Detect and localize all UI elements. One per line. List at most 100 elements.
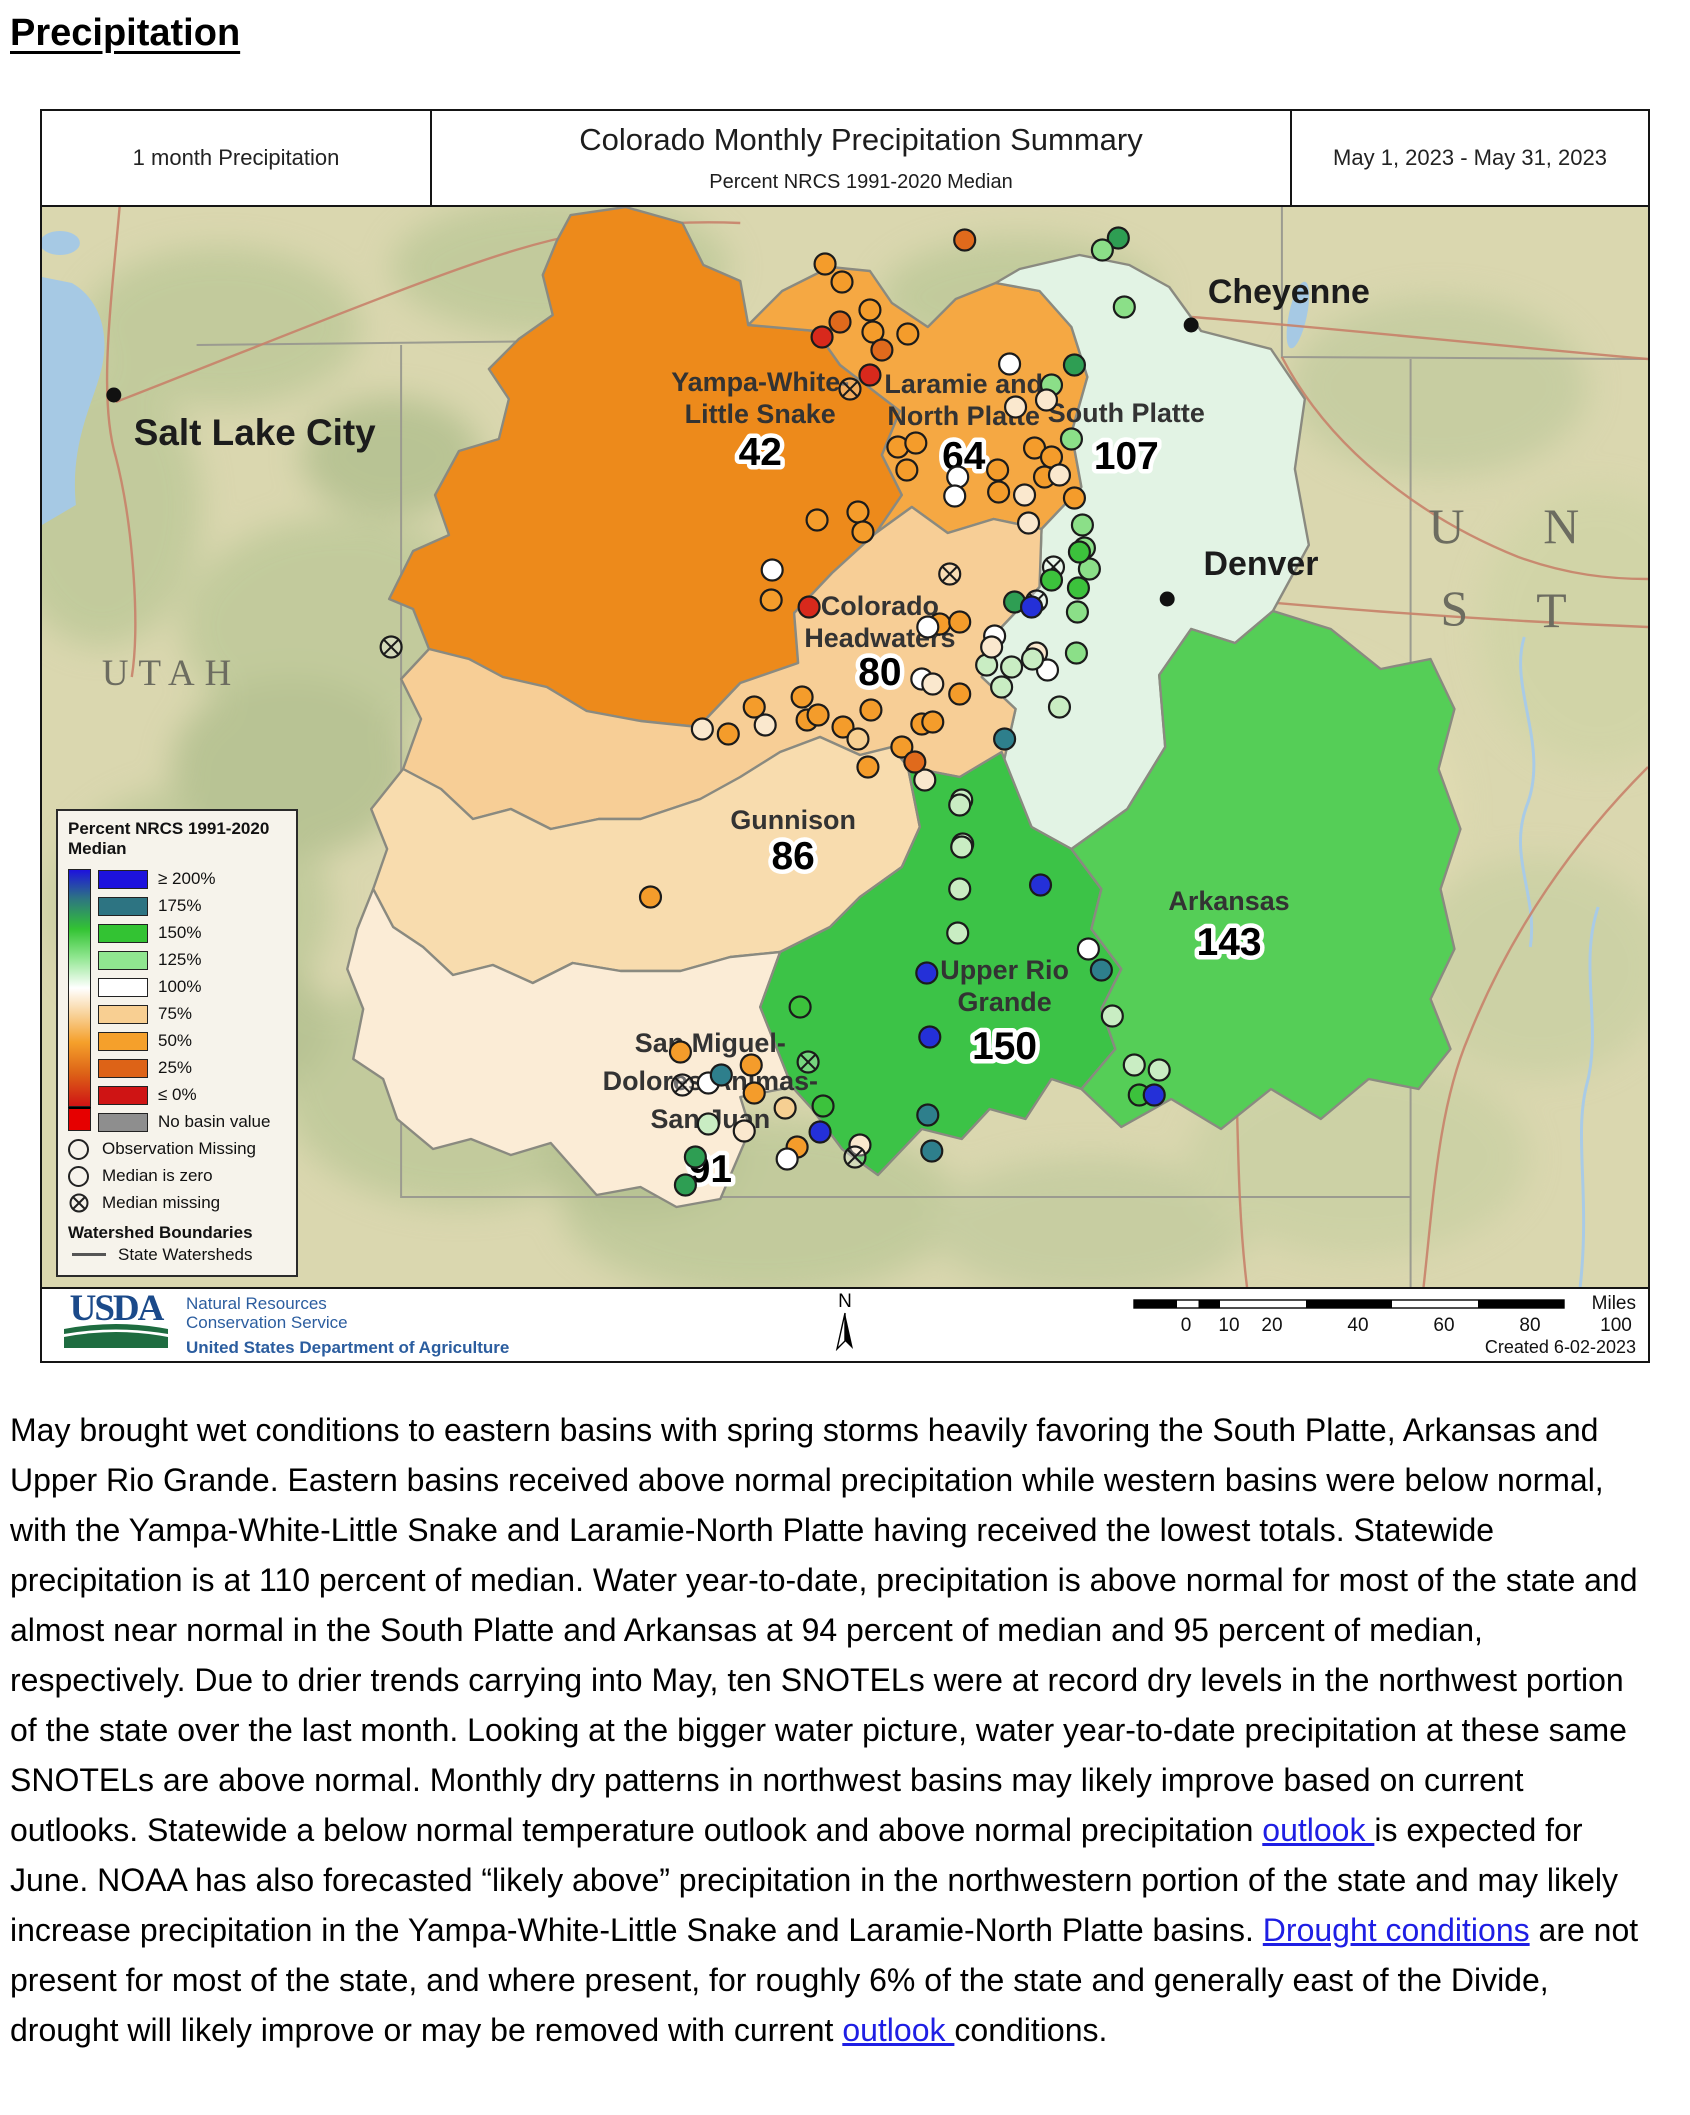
station-dot: [921, 710, 945, 734]
station-dot: [980, 635, 1004, 659]
outlook-link-2[interactable]: outlook: [842, 2012, 955, 2048]
station-dot: [805, 508, 829, 532]
station-dot: [742, 1081, 766, 1105]
station-dot: [918, 1025, 942, 1049]
station-median-missing: [796, 1050, 820, 1074]
station-dot: [1028, 873, 1053, 897]
station-median-missing: [843, 1145, 867, 1169]
legend-item-label: ≤ 0%: [158, 1085, 197, 1105]
station-dot: [916, 615, 940, 639]
station-dot: [668, 1040, 692, 1064]
station-dot: [915, 961, 939, 985]
map-legend: Percent NRCS 1991-2020 Median ≥ 200% 175%…: [56, 809, 298, 1277]
paragraph-text: conditions.: [954, 2012, 1108, 2048]
legend-symbol-label: Median missing: [102, 1193, 221, 1213]
station-dot: [696, 1112, 720, 1136]
scale-bar: [1132, 1298, 1565, 1309]
station-dot: [950, 835, 974, 859]
station-dot: [948, 610, 972, 634]
basin-label-upper-rio-grande: Grande: [957, 987, 1051, 1017]
station-dot: [739, 1053, 763, 1077]
station-dot: [895, 458, 919, 482]
usda-logo: USDA: [60, 1289, 172, 1349]
basin-label-arkansas: Arkansas: [1168, 886, 1289, 916]
legend-swatch: [98, 869, 148, 889]
map-footer: USDA Natural Resources Conservation Serv…: [42, 1287, 1648, 1361]
usda-agency-line1: Natural Resources: [186, 1293, 327, 1313]
legend-item: 100%: [98, 974, 290, 1001]
station-dot: [946, 465, 970, 489]
station-dot: [1090, 238, 1114, 262]
basin-arkansas: [1070, 609, 1462, 1131]
report-paragraph: May brought wet conditions to eastern ba…: [10, 1405, 1644, 2055]
page-title: Precipitation: [10, 12, 241, 54]
scale-tick: 40: [1347, 1314, 1369, 1336]
map-title-bar: 1 month Precipitation Colorado Monthly P…: [42, 111, 1648, 207]
legend-item: 150%: [98, 920, 290, 947]
station-dot: [1012, 483, 1037, 507]
station-dot: [1147, 1058, 1171, 1082]
usda-swoosh-icon: [64, 1324, 168, 1349]
station-dot: [948, 877, 972, 901]
station-dot: [916, 1103, 940, 1127]
map-subtitle: Percent NRCS 1991-2020 Median: [709, 171, 1013, 193]
stations-layer: [379, 226, 1171, 1197]
geo-label-u: U: [1429, 499, 1465, 554]
station-dot: [846, 500, 870, 524]
legend-symbol-label: Observation Missing: [102, 1139, 257, 1159]
station-dot: [1066, 576, 1090, 600]
station-dot: [998, 352, 1022, 376]
legend-item-label: No basin value: [158, 1112, 271, 1132]
station-dot: [788, 995, 812, 1019]
station-dot: [808, 1120, 832, 1144]
station-dot: [1142, 1083, 1166, 1107]
legend-item: 175%: [98, 893, 290, 920]
legend-item-label: 175%: [158, 896, 202, 916]
basin-value-arkansas: 143: [1197, 921, 1262, 964]
basin-label-colorado-headwaters: Colorado: [821, 591, 939, 621]
station-dot: [760, 558, 784, 582]
station-dot: [1000, 655, 1024, 679]
geo-label-t: T: [1536, 583, 1566, 638]
created-date: Created 6-02-2023: [1484, 1336, 1636, 1357]
legend-item: No basin value: [98, 1109, 290, 1136]
station-dot: [851, 520, 875, 544]
legend-item: 125%: [98, 947, 290, 974]
scale-tick: 60: [1433, 1314, 1455, 1336]
legend-item-label: 50%: [158, 1031, 193, 1051]
station-dot: [1089, 958, 1113, 982]
legend-symbol-label: Median is zero: [102, 1166, 213, 1186]
station-dot: [858, 298, 882, 322]
station-dot: [1034, 388, 1059, 412]
city-label-salt-lake-city: Salt Lake City: [134, 412, 376, 453]
station-dot: [828, 310, 852, 334]
geo-label-n: N: [1543, 499, 1579, 554]
station-dot: [1062, 353, 1086, 377]
paragraph-text: May brought wet conditions to eastern ba…: [10, 1412, 1638, 1848]
outlook-link[interactable]: outlook: [1262, 1812, 1375, 1848]
station-dot: [683, 1145, 707, 1169]
drought-conditions-link[interactable]: Drought conditions: [1262, 1912, 1530, 1948]
station-median-missing: [379, 635, 403, 659]
basin-value-upper-rio-grande: 150: [972, 1025, 1037, 1068]
scale-tick: 20: [1261, 1314, 1283, 1336]
station-dot: [1016, 511, 1041, 535]
station-dot: [1112, 295, 1136, 319]
station-dot: [848, 1133, 872, 1157]
station-dot: [759, 588, 783, 612]
legend-symbol-item: Median is zero: [68, 1163, 290, 1190]
legend-item-label: 75%: [158, 1004, 193, 1024]
scale-tick: 0: [1180, 1314, 1192, 1336]
station-dot: [1122, 1053, 1146, 1077]
basin-value-yampa-white-little-snake: 42: [739, 431, 782, 474]
legend-gradient-bar: [68, 866, 98, 1136]
basin-san-miguel-dolores-animas-san-juan: [346, 887, 794, 1209]
station-dot: [732, 1119, 756, 1143]
legend-item-label: 100%: [158, 977, 202, 997]
basin-value-laramie-north-platte: 64: [942, 435, 986, 478]
basin-label-laramie-north-platte: Laramie and: [884, 369, 1043, 399]
legend-swatch: [98, 950, 148, 970]
map-title: Colorado Monthly Precipitation Summary: [579, 122, 1143, 157]
usda-block: USDA Natural Resources Conservation Serv…: [60, 1289, 509, 1358]
station-dot: [890, 735, 914, 759]
